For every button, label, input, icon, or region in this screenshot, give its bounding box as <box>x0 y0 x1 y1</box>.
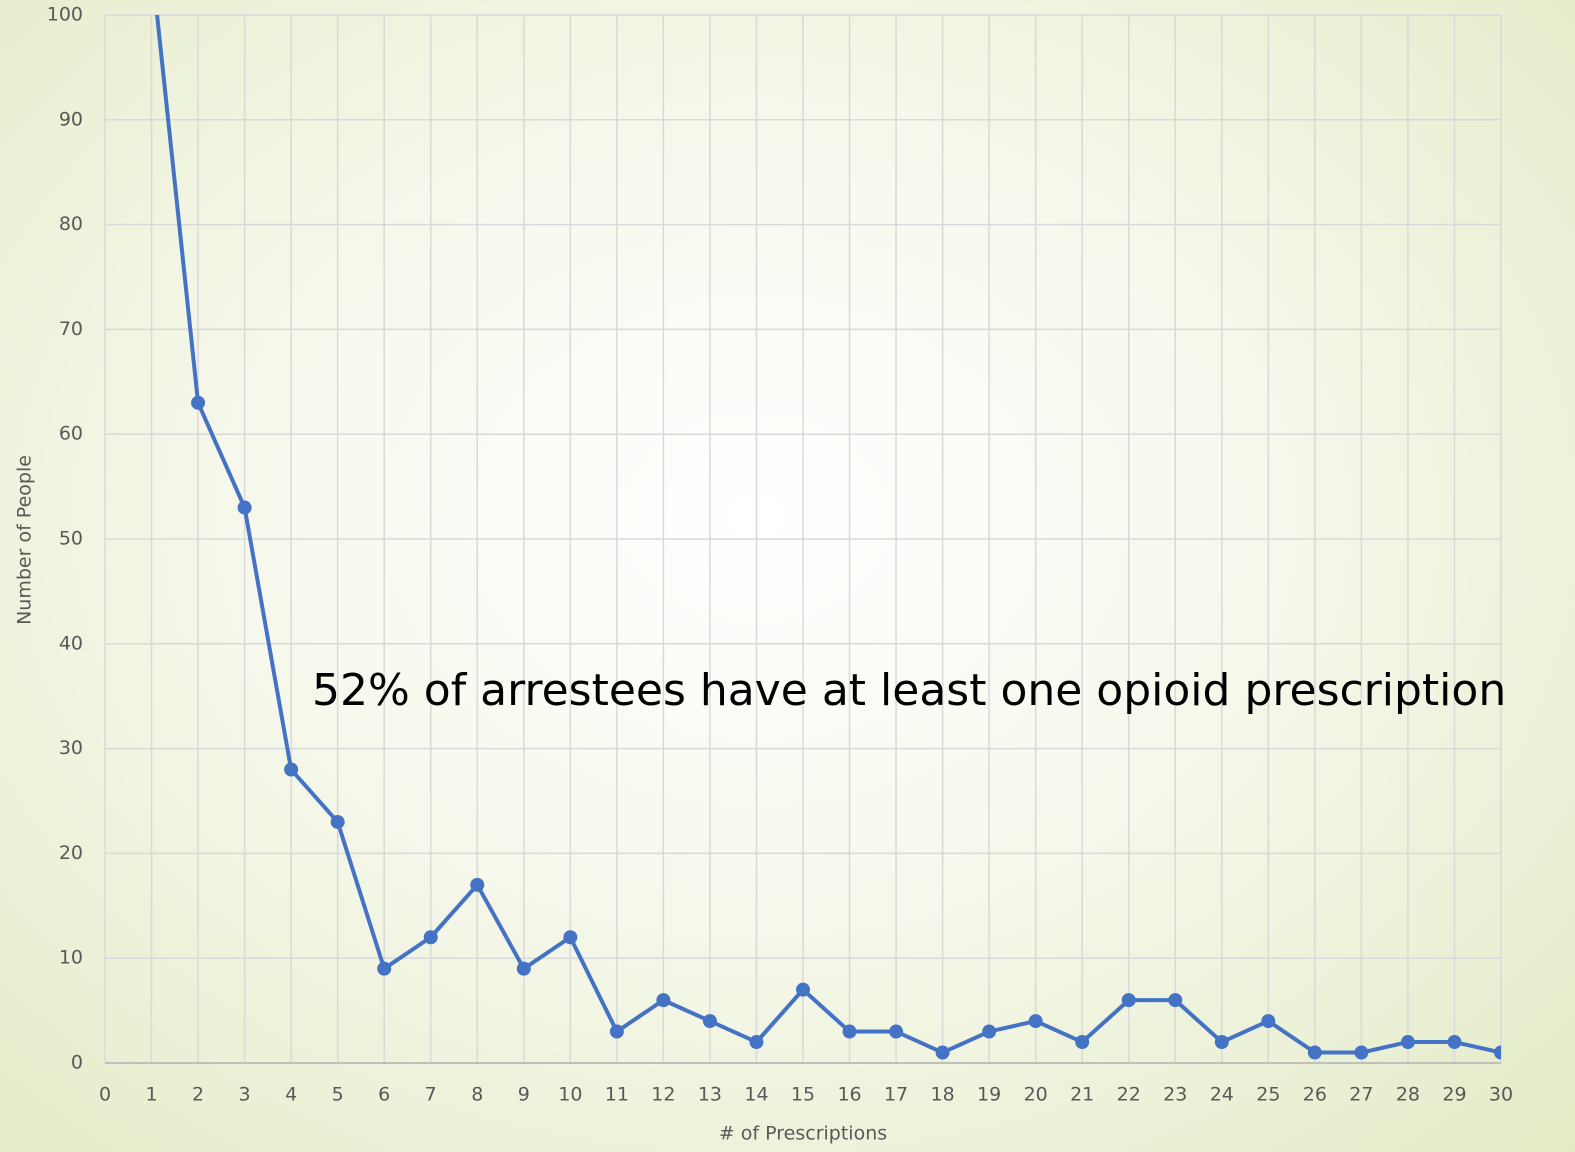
x-tick-label: 21 <box>1070 1084 1094 1106</box>
x-tick-label: 0 <box>99 1084 111 1106</box>
y-tick-label: 90 <box>59 108 83 130</box>
data-point <box>284 762 299 777</box>
data-point <box>935 1045 950 1060</box>
x-tick-label: 30 <box>1489 1084 1513 1106</box>
data-point <box>656 993 671 1008</box>
data-point <box>889 1024 904 1039</box>
x-tick-label: 9 <box>518 1084 530 1106</box>
x-tick-label: 15 <box>791 1084 815 1106</box>
data-point <box>702 1014 717 1029</box>
x-tick-label: 12 <box>651 1084 675 1106</box>
x-tick-label: 22 <box>1117 1084 1141 1106</box>
y-tick-label: 40 <box>59 632 83 654</box>
x-tick-label: 20 <box>1024 1084 1048 1106</box>
y-tick-label: 0 <box>71 1052 83 1074</box>
data-point <box>1028 1014 1043 1029</box>
data-point <box>1261 1014 1276 1029</box>
data-point <box>1447 1035 1462 1050</box>
y-tick-label: 70 <box>59 318 83 340</box>
y-tick-label: 20 <box>59 842 83 864</box>
series-line <box>155 15 1501 1055</box>
data-point <box>377 961 392 976</box>
x-tick-label: 24 <box>1210 1084 1234 1106</box>
data-point <box>796 982 810 997</box>
x-tick-label: 10 <box>558 1084 582 1106</box>
y-axis-label: Number of People <box>14 455 36 625</box>
x-tick-label: 8 <box>471 1084 483 1106</box>
data-point <box>470 877 485 892</box>
x-tick-label: 25 <box>1256 1084 1280 1106</box>
x-tick-label: 14 <box>744 1084 768 1106</box>
data-point <box>1075 1035 1090 1050</box>
annotation: 52% of arrestees have at least one opioi… <box>312 665 1506 716</box>
x-tick-label: 26 <box>1303 1084 1327 1106</box>
x-tick-label: 3 <box>239 1084 251 1106</box>
x-tick-label: 28 <box>1396 1084 1420 1106</box>
data-point <box>982 1024 997 1039</box>
y-tick-label: 10 <box>59 947 83 969</box>
data-point <box>1214 1035 1229 1050</box>
x-tick-label: 17 <box>884 1084 908 1106</box>
y-tick-label: 100 <box>47 4 83 26</box>
x-tick-label: 1 <box>145 1084 157 1106</box>
data-point <box>749 1035 764 1050</box>
plot-area <box>155 15 1501 1060</box>
x-tick-label: 19 <box>977 1084 1001 1106</box>
data-point <box>1494 1045 1501 1060</box>
data-point <box>237 500 252 515</box>
x-tick-label: 2 <box>192 1084 204 1106</box>
data-point <box>330 814 345 829</box>
x-tick-label: 6 <box>378 1084 390 1106</box>
data-point <box>191 395 206 410</box>
y-tick-label: 80 <box>59 213 83 235</box>
y-tick-label: 60 <box>59 423 83 445</box>
data-point <box>516 961 531 976</box>
x-tick-label: 18 <box>931 1084 955 1106</box>
data-point <box>423 930 438 945</box>
data-point <box>1168 993 1183 1008</box>
x-tick-label: 13 <box>698 1084 722 1106</box>
data-point <box>1354 1045 1369 1060</box>
data-point <box>1400 1035 1415 1050</box>
grid <box>104 14 1502 1064</box>
data-point <box>1307 1045 1322 1060</box>
data-point <box>563 930 578 945</box>
data-point <box>1121 993 1136 1008</box>
x-tick-label: 16 <box>837 1084 861 1106</box>
data-point <box>609 1024 624 1039</box>
x-tick-label: 27 <box>1349 1084 1373 1106</box>
x-tick-label: 11 <box>605 1084 629 1106</box>
y-tick-label: 30 <box>59 737 83 759</box>
y-tick-label: 50 <box>59 528 83 550</box>
x-tick-label: 4 <box>285 1084 297 1106</box>
data-point <box>842 1024 857 1039</box>
x-tick-label: 5 <box>332 1084 344 1106</box>
x-tick-label: 7 <box>425 1084 437 1106</box>
x-axis-label: # of Prescriptions <box>719 1123 887 1145</box>
x-tick-label: 29 <box>1442 1084 1466 1106</box>
x-tick-label: 23 <box>1163 1084 1187 1106</box>
